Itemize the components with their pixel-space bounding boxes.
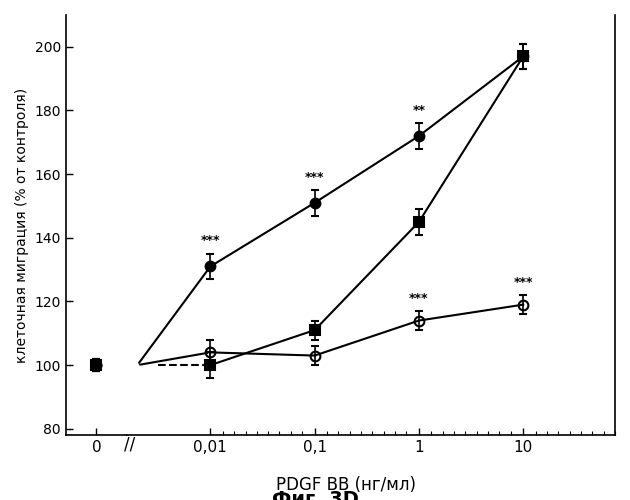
- Text: ***: ***: [200, 234, 220, 248]
- Y-axis label: клеточная миграция (% от контроля): клеточная миграция (% от контроля): [15, 88, 29, 362]
- Text: ***: ***: [513, 276, 533, 288]
- Text: PDGF BB (нг/мл): PDGF BB (нг/мл): [277, 476, 416, 494]
- Text: ***: ***: [305, 170, 324, 183]
- Text: ***: ***: [410, 292, 428, 304]
- Text: Фиг. 3D: Фиг. 3D: [272, 490, 358, 500]
- Text: **: **: [413, 104, 425, 117]
- Text: //: //: [124, 435, 135, 453]
